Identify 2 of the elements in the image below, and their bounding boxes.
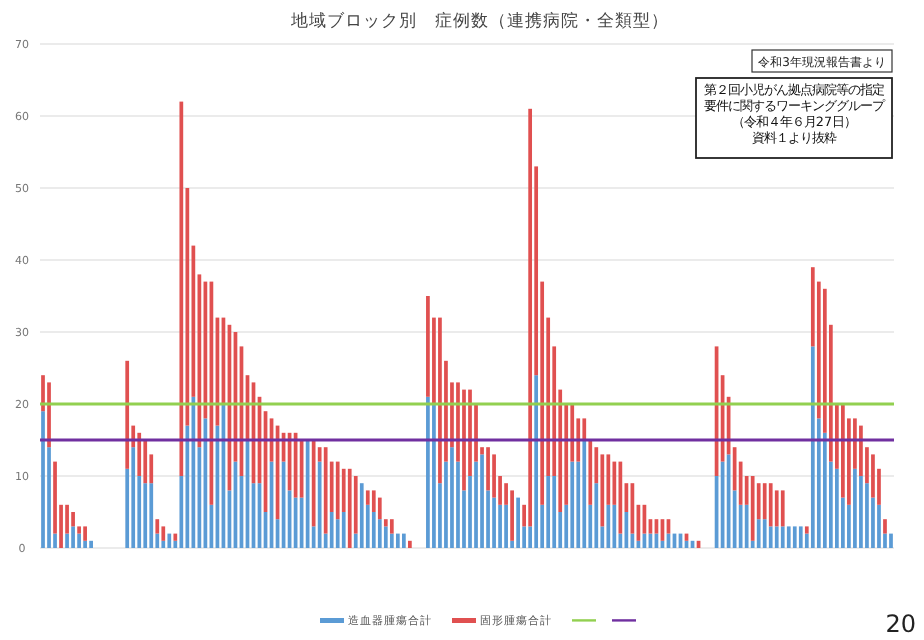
chart-title: 地域ブロック別 症例数（連携病院・全類型） <box>289 10 669 32</box>
text: 20 <box>885 610 916 638</box>
